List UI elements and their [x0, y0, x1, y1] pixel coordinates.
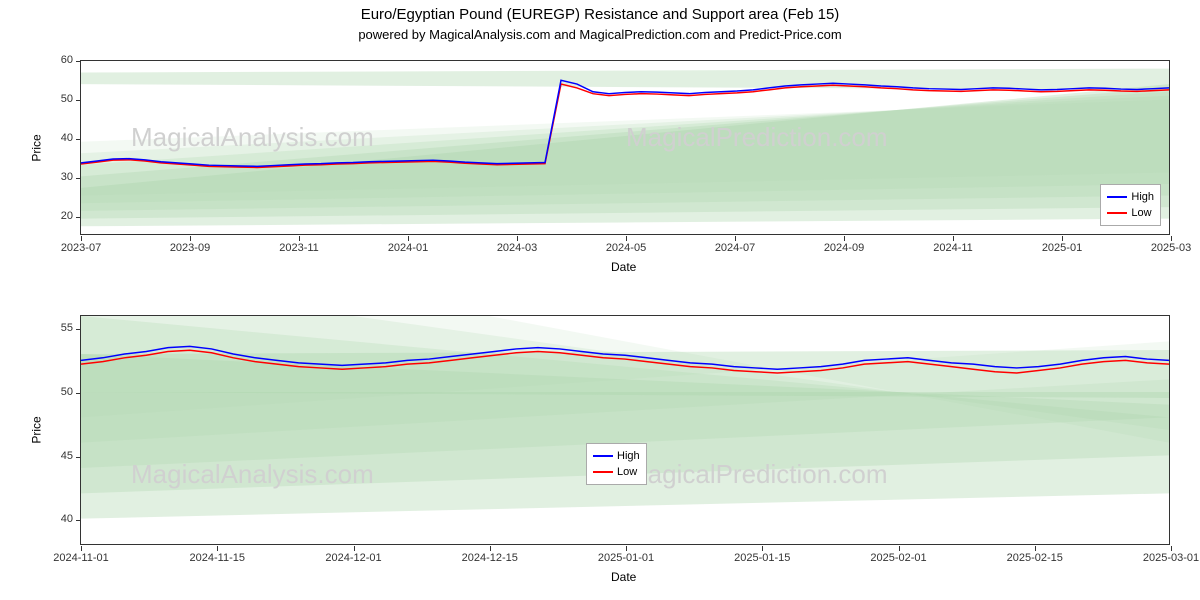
- legend-swatch: [1107, 212, 1127, 214]
- legend-swatch: [1107, 196, 1127, 198]
- x-tick-label: 2024-03: [482, 242, 552, 254]
- legend-label: High: [1131, 191, 1154, 203]
- y-tick-label: 20: [43, 210, 73, 222]
- x-tick-label: 2024-11-15: [182, 552, 252, 564]
- x-tick-label: 2024-12-15: [455, 552, 525, 564]
- x-axis-title: Date: [611, 570, 636, 584]
- x-tick-label: 2023-07: [46, 242, 116, 254]
- legend: High Low: [586, 443, 647, 485]
- x-tick-label: 2024-12-01: [319, 552, 389, 564]
- x-tick-label: 2023-09: [155, 242, 225, 254]
- x-tick-label: 2025-02-01: [864, 552, 934, 564]
- x-axis-title: Date: [611, 260, 636, 274]
- legend-swatch: [593, 471, 613, 473]
- main-title: Euro/Egyptian Pound (EUREGP) Resistance …: [0, 0, 1200, 23]
- watermark: MagicalPrediction.com: [626, 459, 888, 490]
- legend-swatch: [593, 455, 613, 457]
- y-tick-label: 30: [43, 171, 73, 183]
- x-tick-label: 2024-11-01: [46, 552, 116, 564]
- legend-label: Low: [617, 466, 637, 478]
- chart-bottom-plot-area: MagicalAnalysis.com MagicalPrediction.com…: [80, 315, 1170, 545]
- watermark: MagicalAnalysis.com: [131, 122, 374, 153]
- y-axis-title: Price: [30, 416, 44, 443]
- x-tick-label: 2024-09: [809, 242, 879, 254]
- x-tick-label: 2025-01-01: [591, 552, 661, 564]
- legend: High Low: [1100, 184, 1161, 226]
- watermark: MagicalAnalysis.com: [131, 459, 374, 490]
- y-tick-label: 40: [43, 132, 73, 144]
- x-tick-label: 2024-11: [918, 242, 988, 254]
- x-tick-label: 2024-01: [373, 242, 443, 254]
- y-tick-label: 55: [43, 322, 73, 334]
- y-tick-label: 50: [43, 93, 73, 105]
- x-tick-label: 2025-01: [1027, 242, 1097, 254]
- x-tick-label: 2023-11: [264, 242, 334, 254]
- chart-top-plot-area: MagicalAnalysis.com MagicalPrediction.com…: [80, 60, 1170, 235]
- x-tick-label: 2024-05: [591, 242, 661, 254]
- legend-label: High: [617, 450, 640, 462]
- y-tick-label: 45: [43, 450, 73, 462]
- y-axis-title: Price: [30, 134, 44, 161]
- legend-label: Low: [1131, 207, 1151, 219]
- x-tick-label: 2025-03: [1136, 242, 1200, 254]
- x-tick-label: 2024-07: [700, 242, 770, 254]
- y-tick-label: 60: [43, 54, 73, 66]
- watermark: MagicalPrediction.com: [626, 122, 888, 153]
- y-tick-label: 40: [43, 513, 73, 525]
- x-tick-label: 2025-03-01: [1136, 552, 1200, 564]
- y-tick-label: 50: [43, 386, 73, 398]
- x-tick-label: 2025-01-15: [727, 552, 797, 564]
- x-tick-label: 2025-02-15: [1000, 552, 1070, 564]
- subtitle: powered by MagicalAnalysis.com and Magic…: [0, 23, 1200, 42]
